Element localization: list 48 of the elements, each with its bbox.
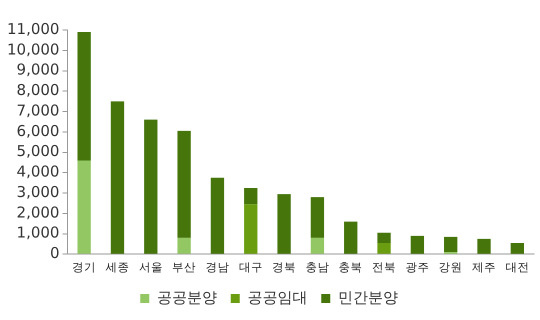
x-tick-label: 대전 bbox=[505, 260, 530, 274]
bar bbox=[377, 232, 391, 243]
bar bbox=[210, 178, 224, 254]
bar bbox=[144, 120, 158, 254]
bar bbox=[110, 101, 124, 254]
x-tick-label: 전북 bbox=[372, 260, 396, 274]
y-tick-label: 7,000 bbox=[16, 101, 60, 120]
bar bbox=[177, 238, 191, 254]
y-tick-label: 8,000 bbox=[16, 81, 60, 100]
x-tick-label: 세종 bbox=[105, 260, 130, 274]
x-tick-label: 강원 bbox=[438, 260, 463, 274]
bar bbox=[77, 32, 91, 160]
x-tick-label: 충남 bbox=[305, 260, 330, 274]
bar bbox=[344, 222, 358, 254]
x-tick-label: 경북 bbox=[272, 260, 296, 274]
bar bbox=[410, 236, 424, 254]
bar bbox=[510, 242, 524, 254]
x-tick-label: 대구 bbox=[238, 260, 263, 274]
legend-label: 민간분양 bbox=[338, 288, 398, 306]
bar bbox=[377, 242, 391, 254]
bar bbox=[277, 194, 291, 254]
y-tick-label: 9,000 bbox=[16, 60, 60, 79]
bar bbox=[77, 160, 91, 254]
bar bbox=[177, 130, 191, 238]
y-tick-label: 0 bbox=[50, 244, 60, 262]
bar bbox=[244, 188, 258, 204]
x-tick-label: 광주 bbox=[405, 260, 430, 274]
y-tick-label: 2,000 bbox=[16, 203, 60, 222]
y-tick-label: 5,000 bbox=[16, 142, 60, 160]
y-tick-label: 4,000 bbox=[16, 162, 60, 181]
x-tick-label: 경남 bbox=[205, 260, 230, 274]
y-tick-label: 10,000 bbox=[6, 40, 60, 58]
y-tick-label: 1,000 bbox=[16, 224, 60, 242]
bar bbox=[444, 236, 458, 252]
legend-label: 공공분양 bbox=[156, 288, 217, 306]
bar bbox=[244, 204, 258, 254]
bar bbox=[310, 238, 324, 254]
y-tick-label: 6,000 bbox=[16, 122, 60, 140]
x-tick-label: 충북 bbox=[338, 260, 363, 274]
x-tick-label: 제주 bbox=[472, 260, 496, 274]
legend-label: 공공임대 bbox=[247, 288, 308, 306]
y-tick-label: 11,000 bbox=[6, 20, 60, 38]
bar bbox=[477, 238, 491, 254]
x-tick-label: 부산 bbox=[172, 260, 196, 274]
x-tick-label: 서울 bbox=[138, 260, 163, 274]
y-tick-label: 3,000 bbox=[16, 182, 60, 201]
x-tick-label: 경기 bbox=[72, 260, 96, 274]
bar bbox=[310, 197, 324, 238]
